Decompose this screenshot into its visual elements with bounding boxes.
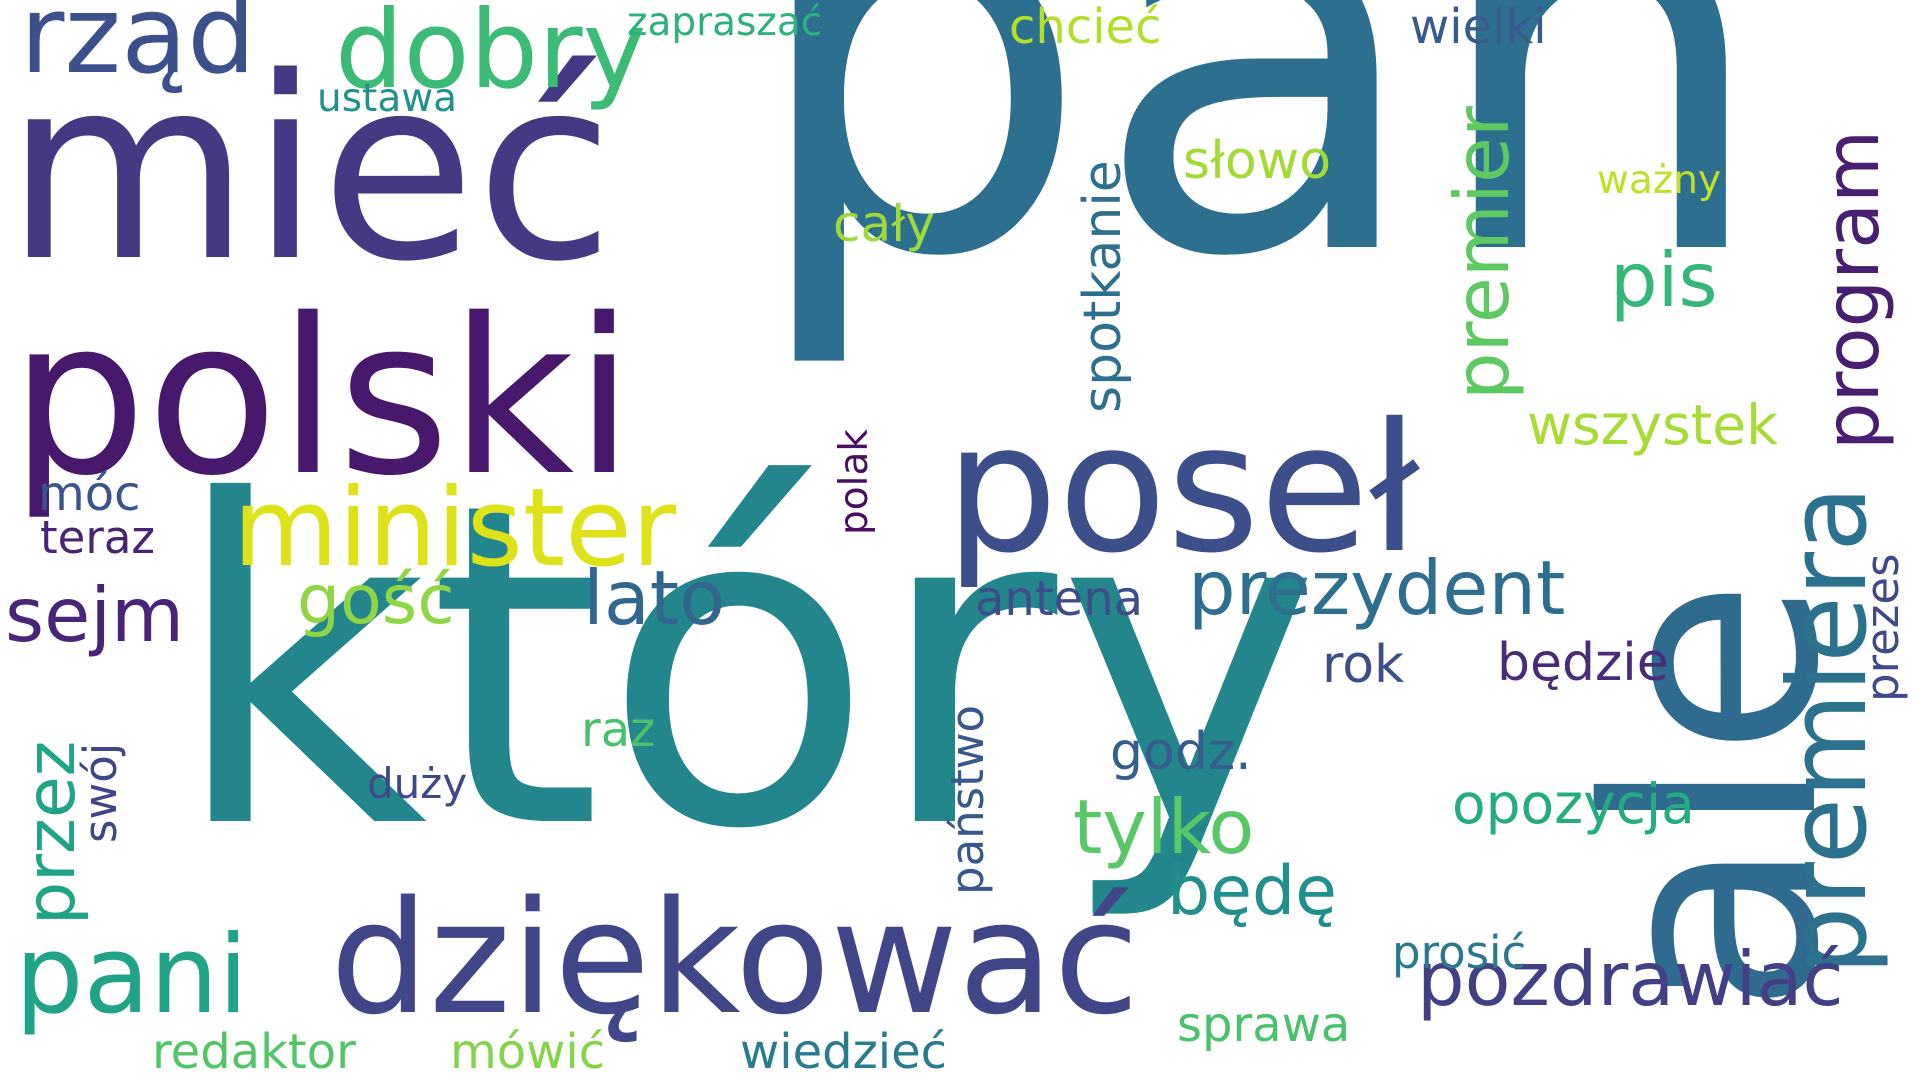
- word-opozycja: opozycja: [1452, 772, 1695, 836]
- word-godz: godz.: [1110, 722, 1252, 782]
- word-minister: minister: [233, 466, 677, 591]
- word-antena: antena: [975, 571, 1144, 627]
- word-polak: polak: [832, 429, 877, 535]
- word-premier: premier: [1438, 106, 1526, 400]
- word-polski: polski: [10, 272, 635, 523]
- word-mowic: mówić: [450, 1024, 606, 1080]
- word-posel: poseł: [945, 385, 1420, 592]
- word-chciec: chcieć: [1009, 0, 1162, 55]
- word-duzy: duży: [367, 759, 468, 808]
- word-prosic: prosić: [1392, 926, 1527, 979]
- word-ktory: który: [170, 408, 1321, 926]
- word-ustawa: ustawa: [317, 76, 458, 121]
- word-prezydent: prezydent: [1188, 544, 1566, 632]
- word-dobry: dobry: [335, 0, 647, 113]
- word-rzad: rząd: [20, 0, 256, 98]
- word-wszystek: wszystek: [1527, 393, 1778, 457]
- word-prezes: prezes: [1856, 553, 1909, 702]
- word-gosc: gość: [297, 561, 455, 640]
- word-spotkanie: spotkanie: [1073, 160, 1133, 413]
- word-bedzie: będzie: [1497, 633, 1669, 693]
- word-pis: pis: [1610, 236, 1718, 324]
- word-rok: rok: [1322, 635, 1405, 695]
- word-miec: mieć: [5, 24, 615, 317]
- word-sprawa: sprawa: [1177, 997, 1351, 1053]
- word-swoj: swój: [74, 742, 127, 843]
- word-lato: lato: [583, 554, 726, 642]
- word-zapraszac: zapraszać: [627, 0, 823, 45]
- word-caly: cały: [833, 195, 935, 253]
- word-wielki: wielki: [1410, 0, 1547, 55]
- word-redaktor: redaktor: [152, 1024, 356, 1080]
- word-pozdrawiac: pozdrawiać: [1417, 935, 1844, 1023]
- word-slowo: słowo: [1183, 131, 1332, 191]
- word-wiedziec: wiedzieć: [740, 1024, 948, 1080]
- word-wazny: ważny: [1597, 158, 1722, 203]
- word-bede: będę: [1167, 852, 1337, 931]
- word-program: program: [1808, 129, 1896, 450]
- word-pani: pani: [15, 913, 249, 1038]
- word-sejm: sejm: [5, 571, 185, 659]
- word-raz: raz: [581, 702, 656, 758]
- word-moc: móc: [38, 466, 141, 522]
- word-pan: pan: [745, 0, 1773, 376]
- word-tylko: tylko: [1073, 783, 1255, 871]
- word-dziekowac: dziękować: [330, 867, 1140, 1049]
- word-teraz: teraz: [40, 511, 156, 564]
- word-panstwo: państwo: [941, 704, 994, 895]
